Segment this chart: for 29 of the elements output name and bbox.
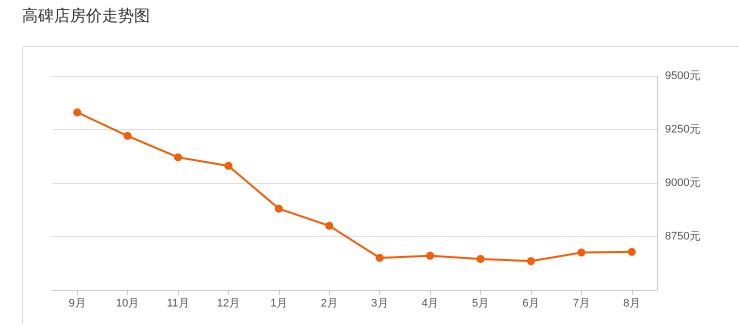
point: [376, 254, 384, 262]
point: [628, 248, 636, 256]
y-tick-label: 9250元: [665, 124, 700, 136]
x-tick-label: 7月: [572, 298, 590, 310]
point: [174, 153, 182, 162]
point: [526, 257, 535, 266]
y-tick-label: 9000元: [665, 177, 700, 189]
point: [426, 252, 434, 260]
point: [124, 132, 132, 140]
chart-title: 高碑店房价走势图: [22, 6, 150, 27]
x-tick-label: 3月: [371, 298, 388, 310]
x-tick-label: 2月: [320, 298, 338, 310]
x-tick-label: 6月: [522, 298, 540, 310]
point: [577, 248, 586, 257]
y-tick-label: 8750元: [665, 230, 700, 242]
x-tick-label: 9月: [68, 298, 86, 310]
y-tick-label: 9500元: [665, 70, 700, 82]
x-tick-label: 4月: [422, 298, 439, 310]
point: [476, 254, 485, 263]
point: [224, 162, 232, 170]
x-tick-label: 10月: [116, 298, 140, 310]
x-tick-label: 1月: [270, 298, 288, 310]
x-tick-label: 5月: [472, 298, 490, 310]
x-tick-label: 8月: [623, 298, 640, 310]
x-tick-label: 11月: [166, 298, 190, 310]
point: [274, 204, 283, 213]
point: [325, 222, 334, 230]
point: [73, 108, 82, 116]
x-tick-label: 12月: [216, 298, 240, 310]
